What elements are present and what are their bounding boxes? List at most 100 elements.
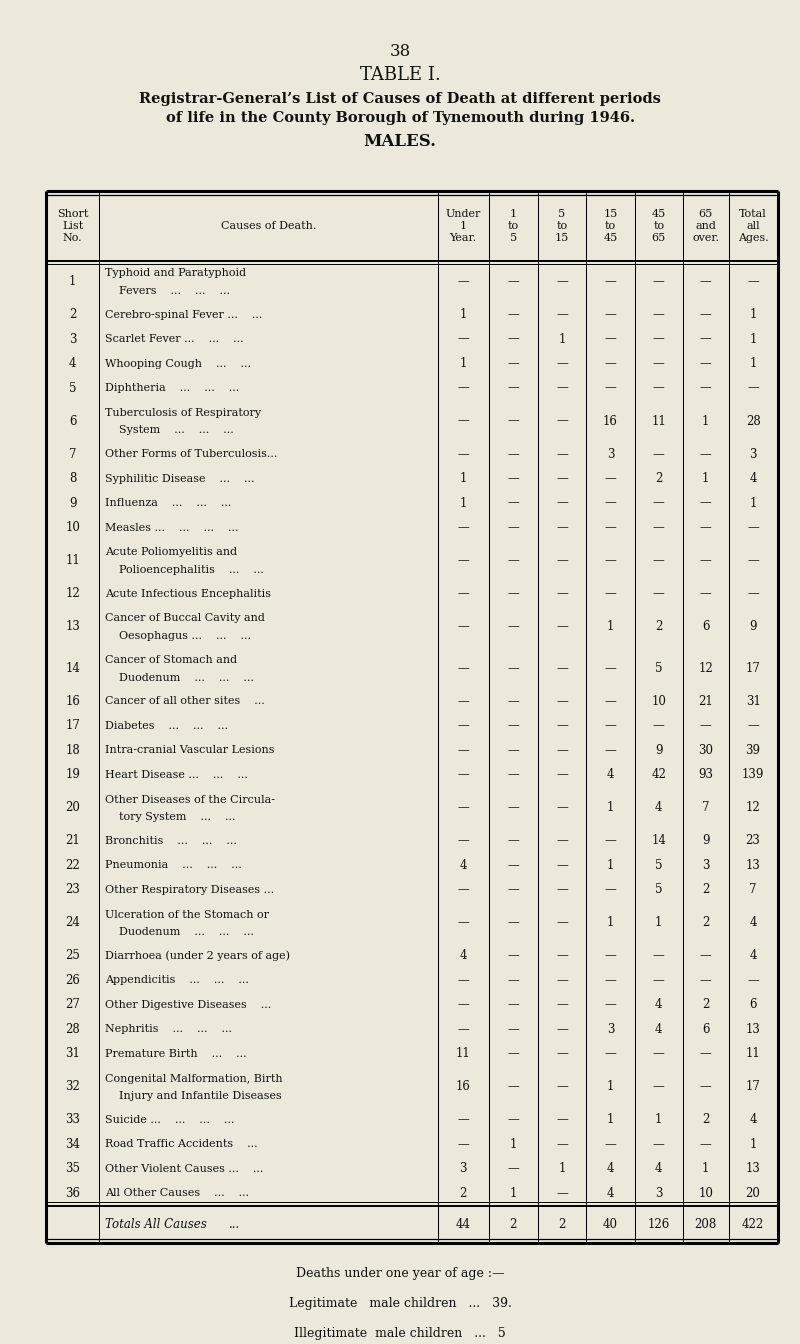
Text: 2: 2 [459,1187,467,1200]
Text: 3: 3 [702,859,710,872]
Text: Polioencephalitis    ...    ...: Polioencephalitis ... ... [105,564,263,575]
Text: Typhoid and Paratyphoid: Typhoid and Paratyphoid [105,269,246,278]
Text: —: — [653,554,665,567]
Text: —: — [458,695,469,708]
Text: Diarrhoea (under 2 years of age): Diarrhoea (under 2 years of age) [105,950,290,961]
Text: —: — [605,974,616,986]
Text: —: — [605,883,616,896]
Text: —: — [556,496,568,509]
Text: Duodenum    ...    ...    ...: Duodenum ... ... ... [105,927,254,937]
Text: 10: 10 [651,695,666,708]
Text: —: — [653,308,665,321]
Text: TABLE I.: TABLE I. [360,66,440,85]
Text: 4: 4 [69,358,77,370]
Text: —: — [458,719,469,732]
Text: Premature Birth    ...    ...: Premature Birth ... ... [105,1048,246,1059]
Text: 3: 3 [69,332,77,345]
Text: Legitimate   male children   ...   39.: Legitimate male children ... 39. [289,1297,511,1310]
Text: Causes of Death.: Causes of Death. [221,220,316,231]
Text: Bronchitis    ...    ...    ...: Bronchitis ... ... ... [105,836,237,845]
Text: —: — [700,358,711,370]
Text: Acute Poliomyelitis and: Acute Poliomyelitis and [105,547,237,558]
Text: Fevers    ...    ...    ...: Fevers ... ... ... [105,286,230,296]
Text: —: — [605,999,616,1012]
Text: 4: 4 [750,917,757,930]
Text: —: — [556,1113,568,1126]
Text: 27: 27 [66,999,80,1012]
Text: —: — [556,801,568,814]
Text: —: — [556,835,568,848]
Text: —: — [605,276,616,288]
Text: 1: 1 [655,917,662,930]
Text: 30: 30 [698,743,713,757]
Text: 2: 2 [510,1218,517,1231]
Text: 4: 4 [655,1023,662,1036]
Text: —: — [507,1047,519,1060]
Text: 31: 31 [746,695,761,708]
Text: —: — [605,587,616,601]
Text: —: — [556,999,568,1012]
Text: 13: 13 [746,859,761,872]
Text: 3: 3 [655,1187,662,1200]
Text: —: — [556,949,568,962]
Text: Cancer of Buccal Cavity and: Cancer of Buccal Cavity and [105,613,265,624]
Text: —: — [458,883,469,896]
Text: 4: 4 [606,769,614,781]
Text: 18: 18 [66,743,80,757]
Text: 6: 6 [702,1023,710,1036]
Text: —: — [507,1163,519,1176]
Text: —: — [507,620,519,633]
Text: 5: 5 [655,661,662,675]
Text: 1: 1 [750,496,757,509]
Text: —: — [653,521,665,534]
Text: —: — [556,554,568,567]
Text: 34: 34 [66,1138,80,1150]
Text: —: — [653,448,665,461]
Text: Congenital Malformation, Birth: Congenital Malformation, Birth [105,1074,282,1083]
Text: —: — [556,276,568,288]
Text: 44: 44 [456,1218,470,1231]
Text: Scarlet Fever ...    ...    ...: Scarlet Fever ... ... ... [105,335,243,344]
Text: 2: 2 [655,620,662,633]
Text: —: — [458,554,469,567]
Text: 2: 2 [558,1218,566,1231]
Text: 13: 13 [746,1023,761,1036]
Text: 93: 93 [698,769,713,781]
Text: Total
all
Ages.: Total all Ages. [738,208,769,243]
Text: Heart Disease ...    ...    ...: Heart Disease ... ... ... [105,770,247,780]
Text: —: — [747,587,759,601]
Text: 22: 22 [66,859,80,872]
Text: —: — [507,1023,519,1036]
Text: —: — [556,1023,568,1036]
Text: —: — [700,521,711,534]
Text: —: — [458,620,469,633]
Text: 12: 12 [66,587,80,601]
Text: Tuberculosis of Respiratory: Tuberculosis of Respiratory [105,407,261,418]
Text: 24: 24 [66,917,80,930]
Text: 16: 16 [66,695,80,708]
Text: —: — [507,835,519,848]
Text: 9: 9 [702,835,710,848]
Text: —: — [653,974,665,986]
Text: —: — [556,1081,568,1094]
Text: 1: 1 [558,1163,566,1176]
Text: Diphtheria    ...    ...    ...: Diphtheria ... ... ... [105,383,239,392]
Text: 3: 3 [606,448,614,461]
Text: Syphilitic Disease    ...    ...: Syphilitic Disease ... ... [105,473,254,484]
Text: 23: 23 [66,883,80,896]
Text: 25: 25 [66,949,80,962]
Text: 1: 1 [702,1163,710,1176]
Text: —: — [605,695,616,708]
Text: 6: 6 [69,414,77,427]
Text: —: — [458,448,469,461]
Text: —: — [507,587,519,601]
Text: 1: 1 [607,1081,614,1094]
Text: —: — [507,1113,519,1126]
Text: —: — [556,587,568,601]
Text: —: — [700,1138,711,1150]
Text: —: — [605,308,616,321]
Text: 11: 11 [746,1047,761,1060]
Text: —: — [605,554,616,567]
Text: —: — [458,835,469,848]
Text: 139: 139 [742,769,764,781]
